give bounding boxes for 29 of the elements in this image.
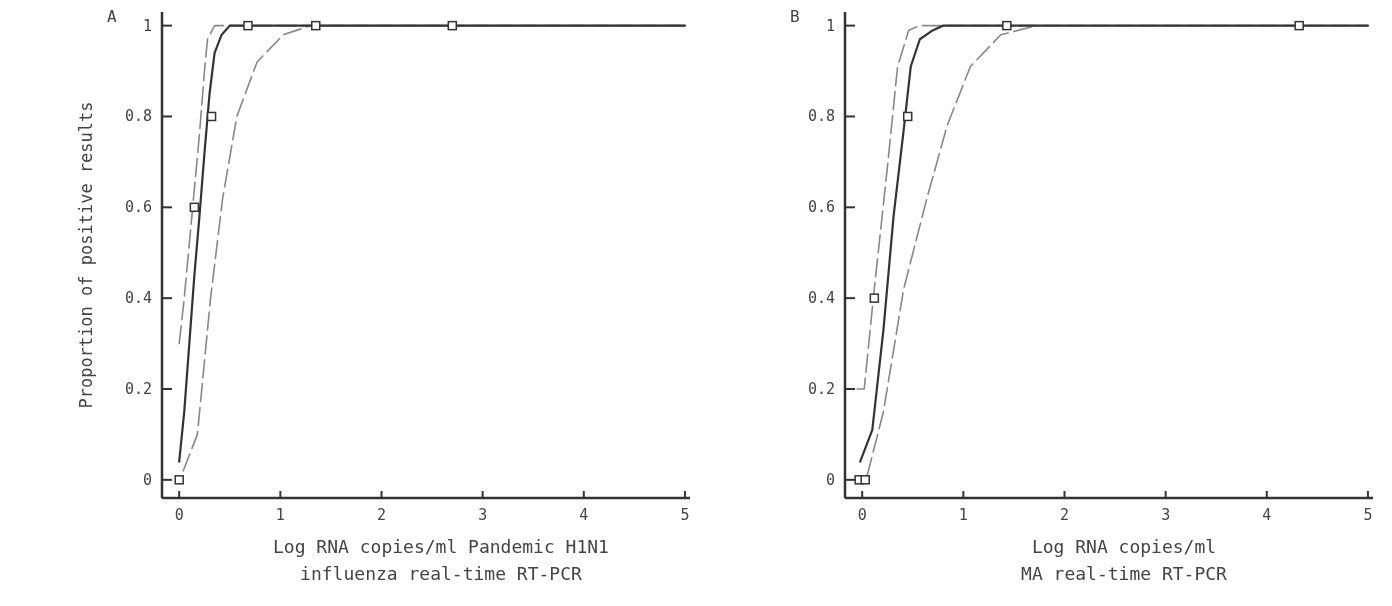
y-tick-label: 0.8 xyxy=(124,107,152,126)
y-tick-label: 0 xyxy=(142,470,152,489)
y-tick-label: 1 xyxy=(142,16,152,35)
x-tick-label: 0 xyxy=(857,506,867,524)
x-tick-label: 1 xyxy=(958,506,968,524)
x-tick-label: 5 xyxy=(680,506,690,524)
x-axis-title: Log RNA copies/ml MA real-time RT-PCR xyxy=(1021,536,1228,584)
x-tick-label: 2 xyxy=(1059,506,1070,524)
y-tick-label: 1 xyxy=(825,16,835,35)
chart-title: B xyxy=(790,7,800,26)
x-tick-label: 4 xyxy=(579,506,589,524)
x-tick-label: 0 xyxy=(174,506,184,524)
x-tick-label: 4 xyxy=(1262,506,1272,524)
y-tick-label: 0.6 xyxy=(124,198,152,217)
y-axis-title: Proportion of positive results xyxy=(76,101,96,409)
x-tick-label: 1 xyxy=(275,506,285,524)
y-tick-label: 0.6 xyxy=(807,198,835,217)
y-tick-label: 0.2 xyxy=(124,379,152,398)
chart-title: A xyxy=(107,7,117,26)
y-tick-label: 0.4 xyxy=(124,289,152,308)
y-tick-label: 0.2 xyxy=(807,379,835,398)
y-tick-label: 0.8 xyxy=(807,107,835,126)
x-tick-label: 3 xyxy=(1161,506,1171,524)
x-tick-label: 5 xyxy=(1363,506,1373,524)
y-tick-label: 0.4 xyxy=(807,289,835,308)
y-tick-label: 0 xyxy=(825,470,835,489)
x-tick-label: 2 xyxy=(376,506,387,524)
x-axis-title: Log RNA copies/ml Pandemic H1N1 influenza real-time RT-PCR xyxy=(273,536,609,584)
x-tick-label: 3 xyxy=(478,506,488,524)
